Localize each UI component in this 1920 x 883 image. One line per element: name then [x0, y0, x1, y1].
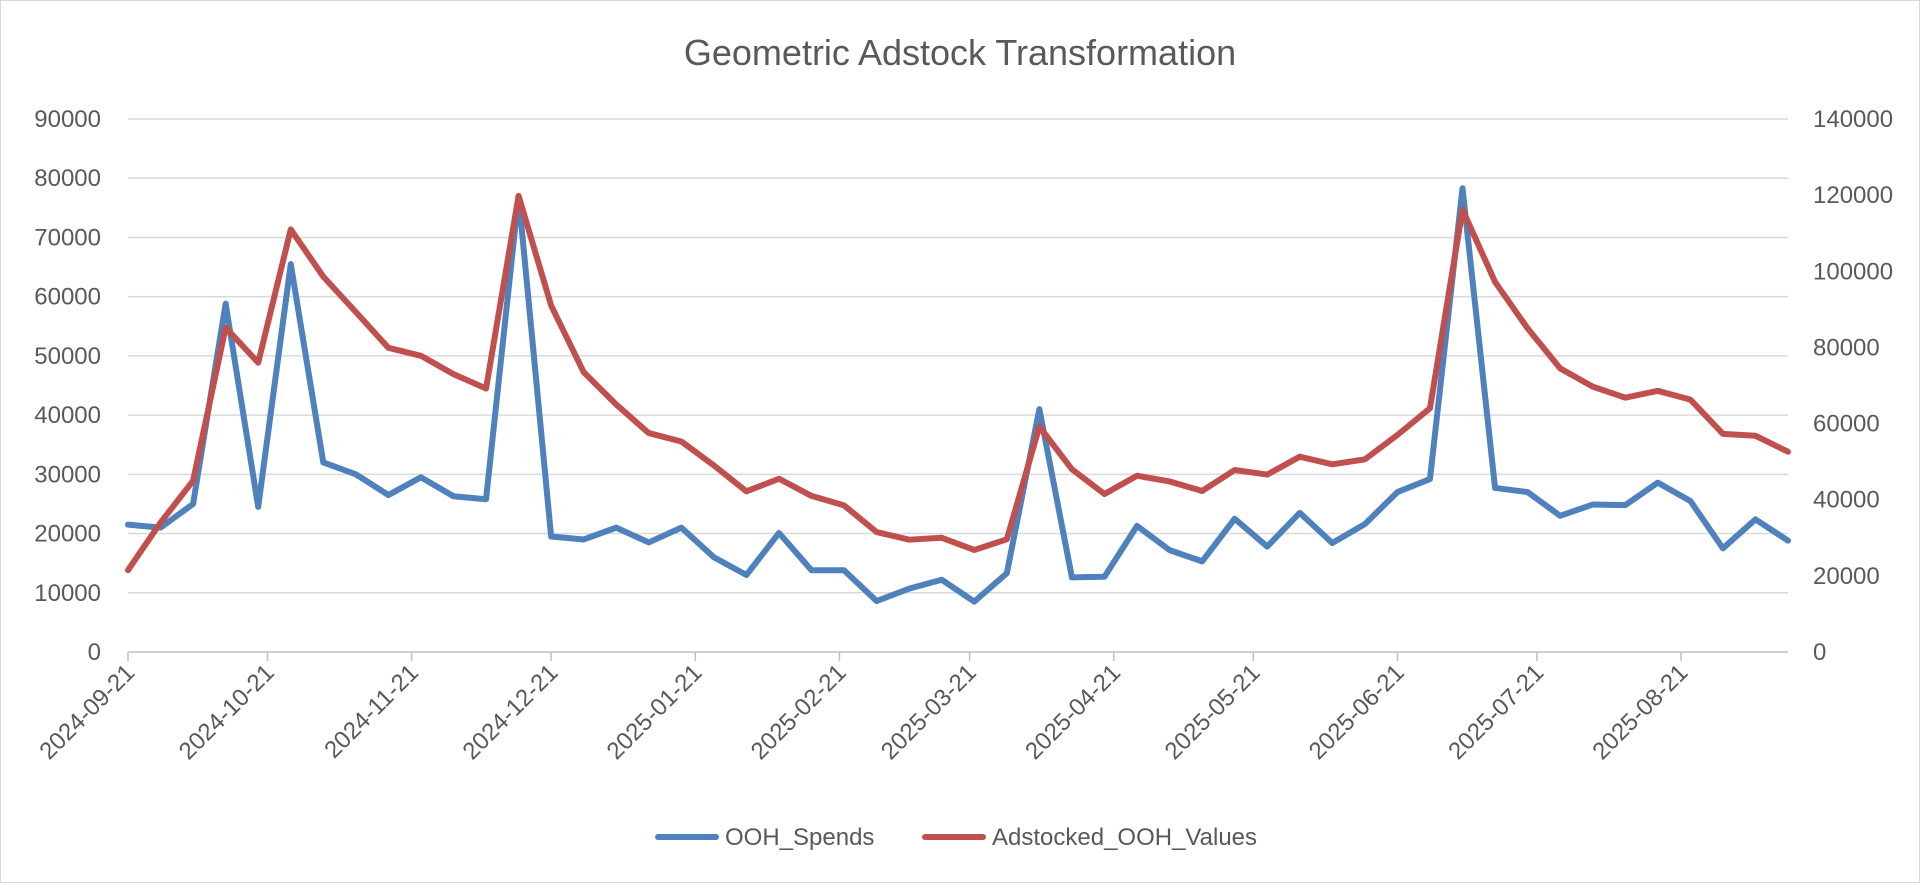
left-axis-tick-label: 80000: [34, 165, 101, 192]
right-axis-tick-label: 20000: [1813, 563, 1880, 590]
left-axis-tick-label: 60000: [34, 284, 101, 311]
left-axis-ticks: 0 10000 20000 30000 40000 50000 60000 70000 8000…: [34, 106, 101, 666]
x-axis-tick-label: 2024-09-21: [34, 659, 140, 765]
gridlines: [128, 118, 1788, 594]
x-axis-ticks: 2024-09-21 2024-10-21 2024-11-21 2024-12-21…: [34, 652, 1693, 765]
x-axis-tick-label: 2024-10-21: [174, 659, 280, 765]
chart-title: Geometric Adstock Transformation: [684, 32, 1236, 73]
x-axis-tick-label: 2024-12-21: [457, 659, 563, 765]
left-axis-tick-label: 30000: [34, 461, 101, 488]
right-axis-tick-label: 0: [1813, 639, 1826, 666]
x-axis-tick-label: 2025-05-21: [1160, 659, 1266, 765]
x-axis-tick-label: 2025-07-21: [1443, 659, 1549, 765]
left-axis-tick-label: 10000: [34, 580, 101, 607]
left-axis-tick-label: 40000: [34, 402, 101, 429]
right-axis-tick-label: 40000: [1813, 487, 1880, 514]
legend: OOH_Spends Adstocked_OOH_Values: [655, 824, 1257, 851]
right-axis-tick-label: 60000: [1813, 411, 1880, 438]
right-axis-tick-label: 120000: [1813, 182, 1893, 209]
left-axis-tick-label: 90000: [34, 106, 101, 133]
left-axis-tick-label: 50000: [34, 343, 101, 370]
right-axis-ticks: 0 20000 40000 60000 80000 100000 120000 140000: [1813, 106, 1893, 666]
legend-label-Adstocked_OOH_Values: Adstocked_OOH_Values: [992, 824, 1257, 851]
x-axis-tick-label: 2025-01-21: [602, 659, 708, 765]
x-axis-tick-label: 2025-04-21: [1020, 659, 1126, 765]
right-axis-tick-label: 140000: [1813, 106, 1893, 133]
series-line-OOH_Spends: [125, 185, 1791, 605]
right-axis-tick-label: 80000: [1813, 334, 1880, 361]
left-axis-tick-label: 0: [88, 639, 101, 666]
left-axis-tick-label: 70000: [34, 224, 101, 251]
x-axis-tick-label: 2025-02-21: [746, 659, 852, 765]
x-axis-tick-label: 2025-06-21: [1304, 659, 1410, 765]
x-axis-tick-label: 2025-03-21: [876, 659, 982, 765]
series-lines: [125, 185, 1791, 605]
x-axis-tick-label: 2024-11-21: [319, 659, 424, 764]
left-axis-tick-label: 20000: [34, 521, 101, 548]
right-axis-tick-label: 100000: [1813, 258, 1893, 285]
legend-label-OOH_Spends: OOH_Spends: [725, 824, 874, 851]
series-line-Adstocked_OOH_Values: [125, 192, 1791, 574]
x-axis-tick-label: 2025-08-21: [1587, 659, 1693, 765]
